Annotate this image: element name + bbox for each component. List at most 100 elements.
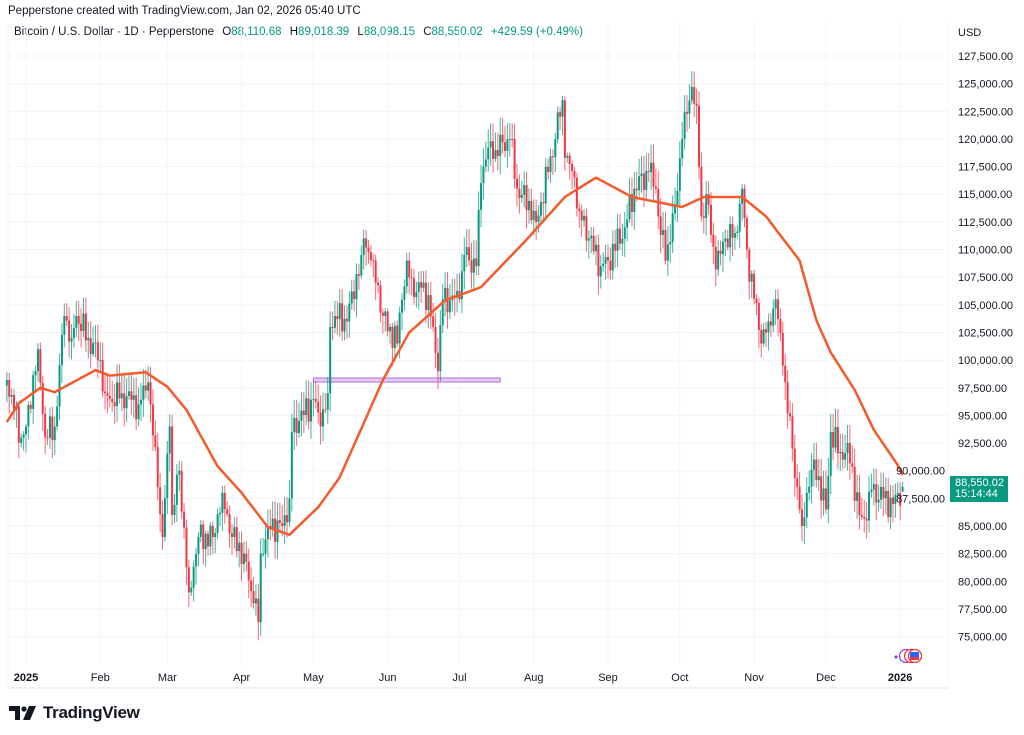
candle: [841, 433, 844, 470]
candle-body: [77, 315, 80, 324]
candle-body: [127, 391, 130, 396]
candle: [628, 177, 631, 223]
time-tick-label: May: [303, 672, 324, 684]
candle-body: [389, 326, 392, 332]
candle-body: [144, 385, 147, 391]
candle: [518, 174, 521, 214]
candle: [657, 170, 660, 230]
candle: [664, 211, 667, 265]
candle-body: [298, 420, 301, 434]
tradingview-logo[interactable]: TradingView: [9, 703, 140, 723]
time-tick-label: Feb: [91, 672, 110, 684]
candle: [75, 301, 78, 337]
candle-body: [132, 395, 135, 400]
candle-body: [477, 209, 480, 267]
candle-body: [621, 238, 624, 244]
candle: [456, 273, 459, 313]
price-tick-label: 127,500.00: [958, 51, 1013, 63]
candle: [887, 477, 890, 523]
candle: [626, 203, 629, 242]
candle-body: [848, 443, 851, 464]
candle: [197, 532, 200, 567]
candle: [523, 171, 526, 208]
candle-body: [544, 166, 547, 204]
candle-body: [812, 459, 815, 470]
candle-body: [769, 321, 772, 326]
candle-body: [606, 256, 609, 261]
candle-body: [889, 497, 892, 518]
candle: [585, 208, 588, 252]
candle: [652, 144, 655, 203]
candle: [477, 191, 480, 276]
candle-body: [104, 391, 107, 394]
candle-body: [353, 291, 356, 300]
candle: [542, 192, 545, 221]
candle: [676, 173, 679, 223]
price-tick-label: 97,500.00: [958, 383, 1007, 395]
candle: [650, 144, 653, 190]
candle-body: [640, 173, 643, 177]
price-tick-label: 117,500.00: [958, 162, 1012, 174]
candle: [427, 282, 430, 329]
candle: [171, 414, 174, 526]
candle-body: [868, 491, 871, 521]
candle-body: [39, 349, 42, 383]
candle: [22, 431, 25, 451]
candle: [580, 204, 583, 238]
candle: [606, 244, 609, 279]
candle: [884, 477, 887, 515]
candle: [556, 106, 559, 144]
candle-body: [427, 295, 430, 310]
candle: [460, 253, 463, 314]
candle: [719, 240, 722, 266]
candle-body: [266, 525, 269, 540]
candle-body: [75, 315, 78, 329]
candle: [223, 485, 226, 524]
candle-body: [844, 453, 847, 460]
candle-body: [159, 487, 162, 514]
candle-body: [760, 329, 763, 344]
candle: [451, 278, 454, 312]
candle: [822, 470, 825, 516]
candle: [798, 472, 801, 514]
candle-body: [405, 260, 408, 287]
candle-body: [664, 230, 667, 261]
candle-body: [841, 451, 844, 460]
candle: [147, 366, 150, 401]
candle: [89, 321, 92, 369]
candle: [305, 380, 308, 426]
candle: [154, 420, 157, 452]
candle-body: [408, 260, 411, 278]
candle-body: [585, 215, 588, 241]
events-icon[interactable]: [894, 648, 923, 664]
candle-body: [654, 186, 657, 189]
candle: [422, 270, 425, 292]
candle-body: [480, 183, 483, 210]
candle-body: [417, 282, 420, 292]
candle: [494, 132, 497, 162]
candle-body: [659, 216, 662, 235]
candle: [17, 401, 20, 459]
candle-body: [599, 266, 602, 277]
price-tick-label: 125,000.00: [958, 79, 1013, 91]
symbol-title[interactable]: Bitcoin / U.S. Dollar · 1D · Pepperstone: [14, 26, 215, 38]
candle-body: [137, 404, 140, 420]
candle: [420, 270, 423, 303]
candle-body: [863, 516, 866, 519]
candle: [717, 239, 720, 277]
candle-body: [475, 258, 478, 267]
candle-body: [554, 139, 557, 158]
candle-body: [602, 263, 605, 267]
candle: [875, 468, 878, 520]
candle-body: [781, 332, 784, 366]
candle: [566, 152, 569, 163]
last-price: 88,550.02: [955, 477, 1004, 489]
candle-body: [379, 285, 382, 313]
candle-body: [163, 498, 166, 538]
candle: [111, 380, 114, 412]
candle: [527, 188, 530, 224]
candle-body: [8, 380, 11, 397]
candle-body: [369, 252, 372, 261]
candle-body: [415, 291, 418, 298]
